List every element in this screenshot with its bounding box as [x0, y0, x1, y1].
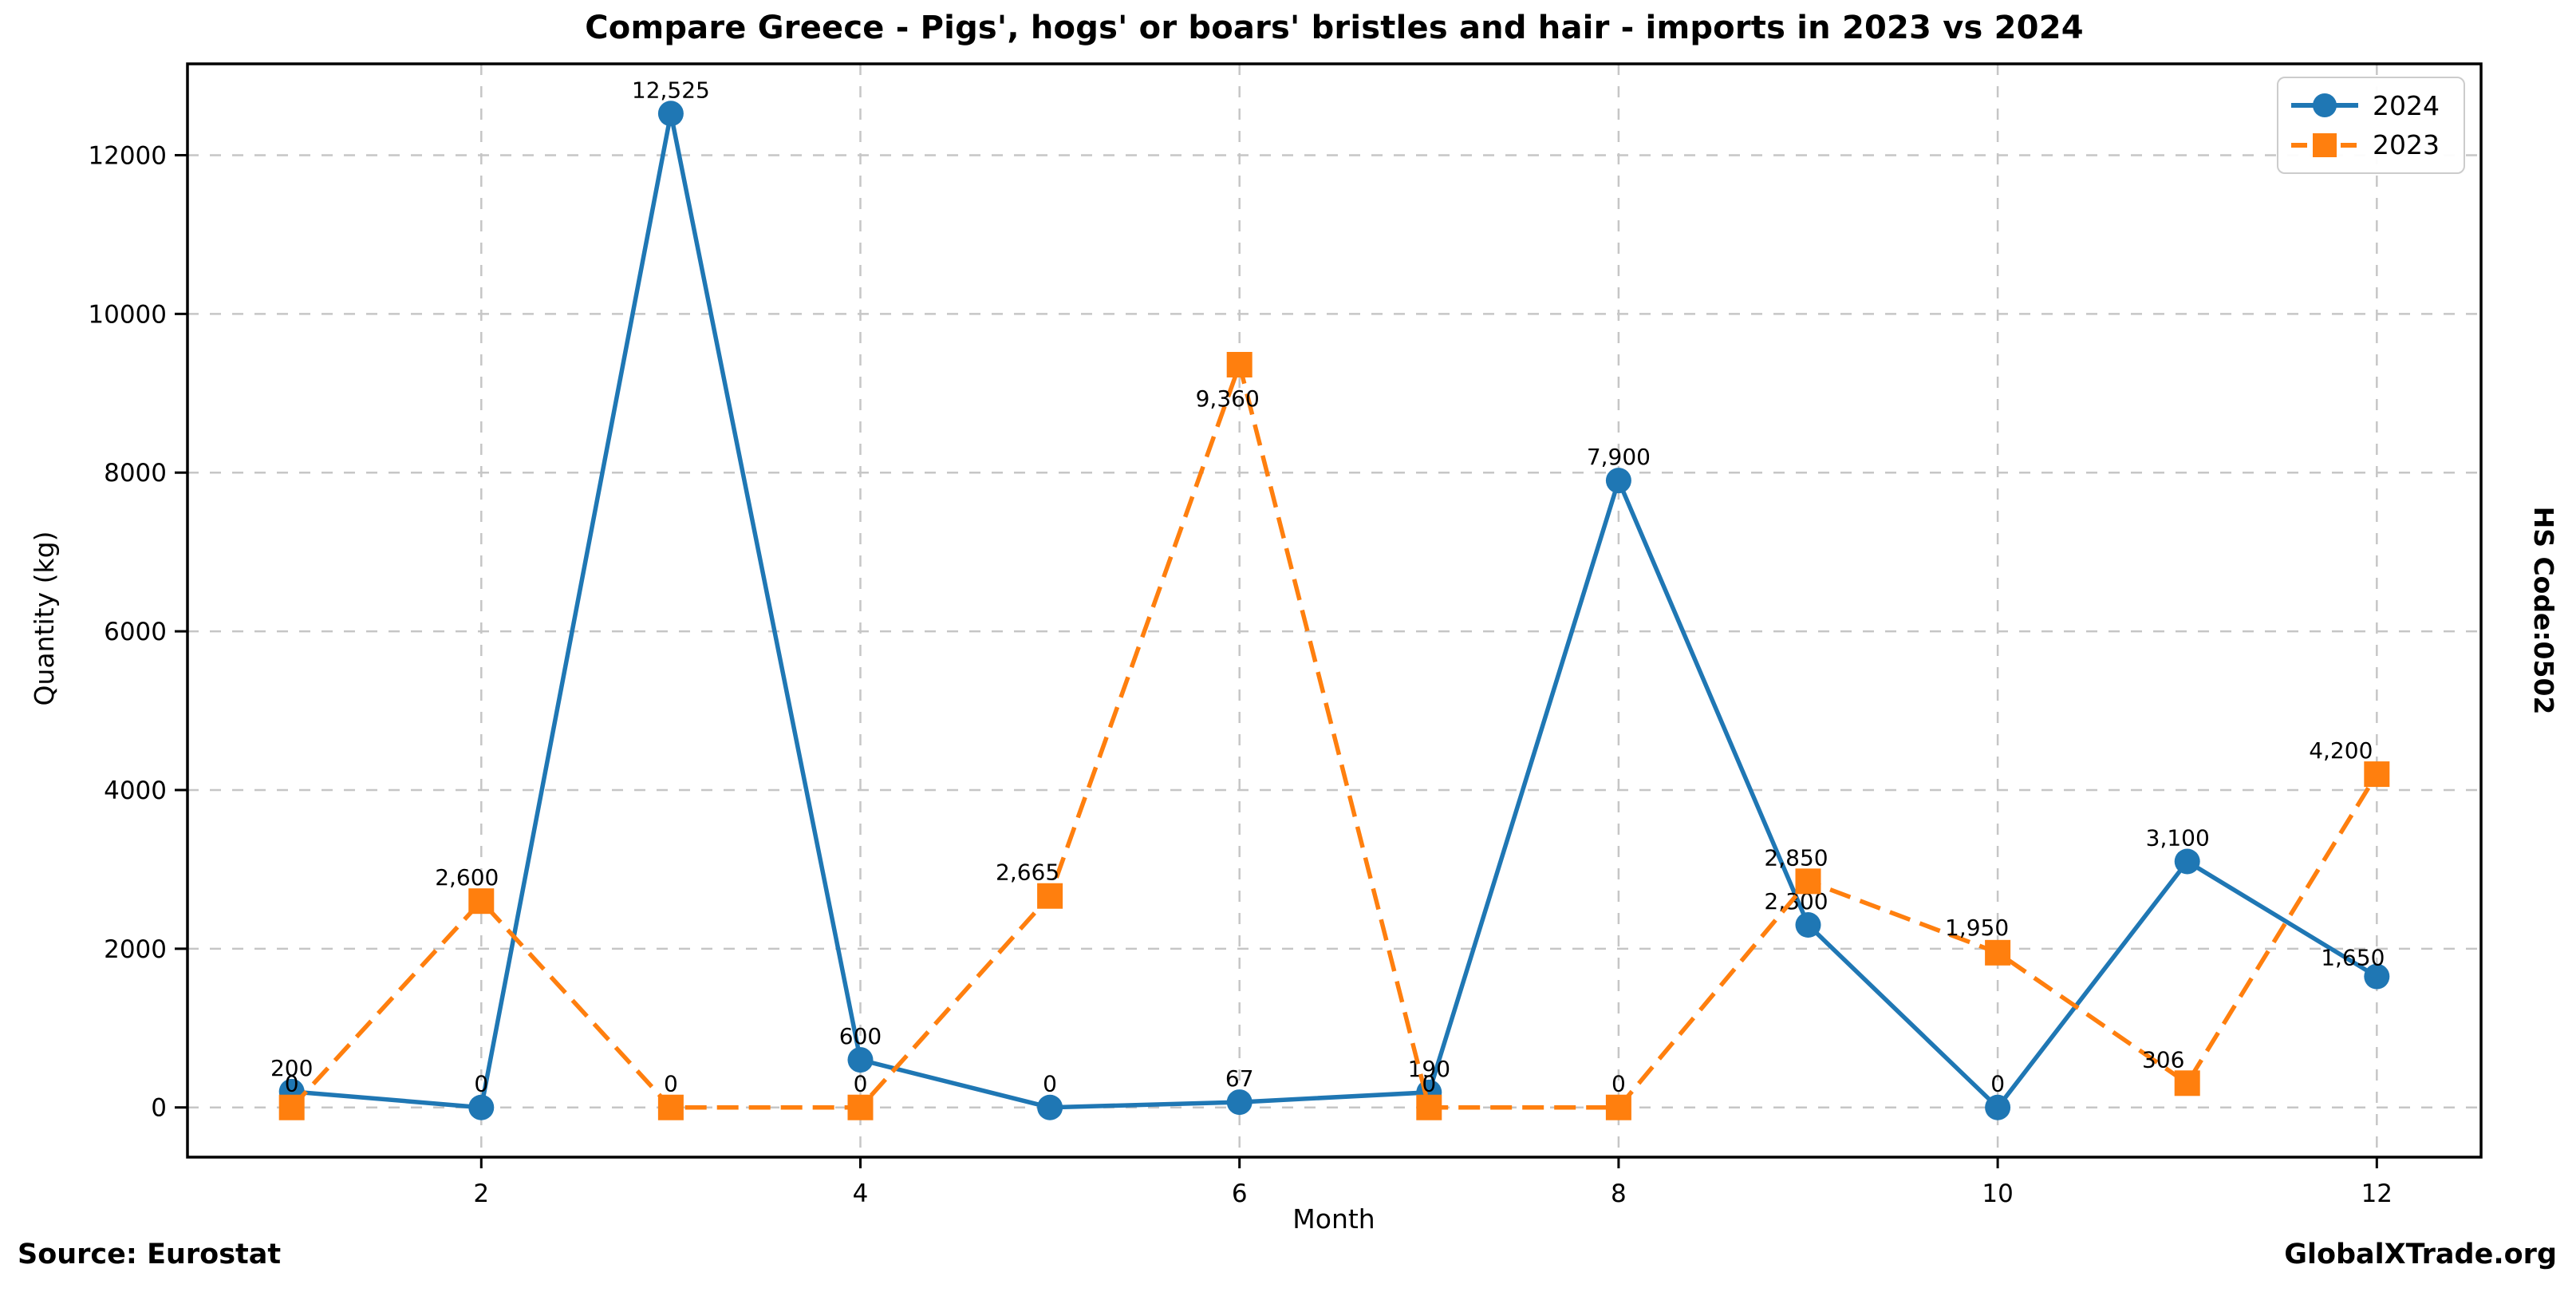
- x-tick-label-2: 2: [473, 1179, 489, 1208]
- point-label-2023-m7: 0: [1422, 1071, 1436, 1097]
- point-label-2024-m12: 1,650: [2321, 945, 2385, 971]
- point-label-2024-m11: 3,100: [2146, 824, 2210, 851]
- point-label-2024-m3: 12,525: [632, 77, 710, 103]
- legend-label-2023: 2023: [2373, 129, 2440, 161]
- y-tick-label-10000: 10000: [88, 300, 167, 329]
- point-label-2024-m1: 200: [270, 1055, 313, 1081]
- legend-item-2023: 2023: [2288, 129, 2454, 160]
- point-2023-m3: [657, 1094, 684, 1120]
- y-tick-label-8000: 8000: [104, 459, 167, 488]
- point-2024-m5: [1037, 1094, 1063, 1120]
- point-label-2023-m1: 0: [285, 1071, 299, 1097]
- x-tick-label-10: 10: [1982, 1179, 2013, 1208]
- legend-swatch-2023: [2291, 132, 2358, 157]
- legend-label-2024: 2024: [2373, 89, 2440, 121]
- x-tick-label-6: 6: [1232, 1179, 1248, 1208]
- point-label-2023-m6: 9,360: [1196, 385, 1260, 412]
- legend-marker-2023: [2313, 132, 2337, 157]
- point-label-2023-m3: 0: [664, 1071, 678, 1097]
- axes-frame: [186, 62, 2483, 1159]
- y-axis-label: Quantity (kg): [29, 531, 60, 706]
- point-label-2024-m10: 0: [1990, 1071, 2005, 1097]
- watermark: GlobalXTrade.org: [2284, 1239, 2557, 1270]
- point-2024-m12: [2364, 963, 2390, 990]
- point-2024-m9: [1795, 912, 1821, 938]
- point-2024-m3: [657, 101, 684, 127]
- point-label-2023-m11: 306: [2142, 1046, 2184, 1073]
- point-2024-m10: [1985, 1094, 2011, 1120]
- y-tick-label-12000: 12000: [88, 141, 167, 170]
- point-label-2024-m2: 0: [474, 1071, 488, 1097]
- point-2023-m8: [1605, 1094, 1631, 1120]
- line-2024: [291, 111, 2378, 1110]
- point-2024-m11: [2174, 848, 2200, 875]
- legend-item-2024: 2024: [2288, 90, 2454, 121]
- x-tick-label-8: 8: [1611, 1179, 1627, 1208]
- point-label-2023-m12: 4,200: [2309, 737, 2373, 764]
- point-2023-m9: [1795, 868, 1821, 895]
- point-2023-m11: [2174, 1070, 2200, 1096]
- point-2023-m2: [468, 888, 495, 915]
- source-note: Source: Eurostat: [18, 1239, 282, 1270]
- y-tick-label-0: 0: [151, 1094, 167, 1123]
- point-label-2024-m5: 0: [1043, 1071, 1057, 1097]
- point-2023-m4: [847, 1094, 874, 1120]
- point-2023-m1: [278, 1094, 305, 1120]
- point-2023-m7: [1416, 1094, 1442, 1120]
- chart-title: Compare Greece - Pigs', hogs' or boars' …: [585, 10, 2084, 46]
- y-tick-label-4000: 4000: [104, 776, 167, 805]
- point-2024-m8: [1605, 468, 1631, 494]
- point-2023-m5: [1037, 883, 1063, 909]
- point-2024-m2: [468, 1094, 495, 1120]
- point-label-2023-m2: 2,600: [435, 864, 499, 891]
- hs-code-label: HS Code:0502: [2528, 506, 2559, 715]
- point-label-2024-m8: 7,900: [1587, 444, 1651, 470]
- point-2024-m6: [1226, 1089, 1252, 1116]
- legend-marker-2024: [2313, 93, 2337, 118]
- line-2023: [290, 362, 2379, 1110]
- series-2023: 0 2,600 0 0 2,665 9,360 0 0 2,850 1,950 306 4,200: [278, 351, 2390, 1120]
- x-tick-label-4: 4: [853, 1179, 869, 1208]
- gridlines: [187, 64, 2481, 1157]
- point-label-2023-m4: 0: [854, 1071, 868, 1097]
- point-label-2023-m8: 0: [1611, 1071, 1626, 1097]
- point-label-2023-m5: 2,665: [996, 859, 1059, 886]
- x-tick-label-12: 12: [2361, 1179, 2393, 1208]
- point-2023-m12: [2364, 761, 2390, 788]
- y-tick-label-6000: 6000: [104, 618, 167, 646]
- x-axis-label: Month: [1292, 1203, 1375, 1235]
- point-label-2023-m9: 2,850: [1764, 844, 1828, 871]
- point-label-2023-m10: 1,950: [1945, 915, 2009, 941]
- legend: 2024 2023: [2277, 77, 2465, 174]
- point-label-2024-m6: 67: [1225, 1065, 1254, 1092]
- point-2023-m10: [1985, 939, 2011, 966]
- legend-swatch-2024: [2291, 93, 2358, 118]
- point-2024-m4: [847, 1047, 874, 1073]
- y-tick-label-2000: 2000: [104, 935, 167, 964]
- point-2023-m6: [1226, 351, 1252, 377]
- point-label-2024-m4: 600: [839, 1023, 882, 1049]
